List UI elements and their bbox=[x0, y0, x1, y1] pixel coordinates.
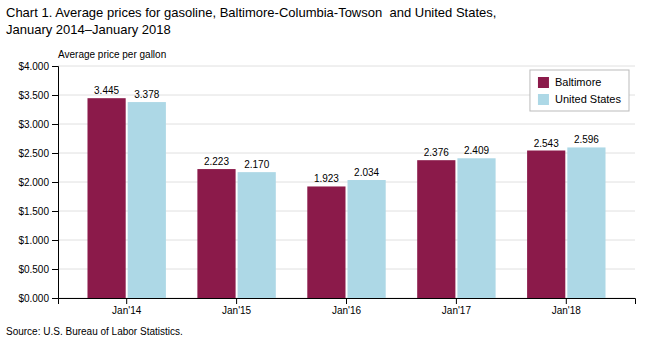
bar bbox=[417, 160, 455, 298]
x-tick: Jan'18 bbox=[552, 298, 582, 316]
data-label: 3.378 bbox=[134, 89, 159, 100]
data-label: 2.170 bbox=[244, 159, 269, 170]
x-tick-mark bbox=[456, 298, 457, 304]
bar bbox=[238, 172, 276, 298]
y-tick: $3.000 bbox=[18, 119, 58, 130]
x-tick-label: Jan'14 bbox=[112, 305, 142, 316]
y-tick-mark bbox=[52, 182, 58, 183]
y-axis: $0.000 $0.500 $1.000 $1.500 $2.000 $2.500 $3.0… bbox=[18, 61, 58, 304]
source: Source: U.S. Bureau of Labor Statistics. bbox=[6, 326, 183, 337]
data-label: 2.596 bbox=[574, 134, 599, 145]
data-label: 2.223 bbox=[204, 156, 229, 167]
y-tick-mark bbox=[52, 240, 58, 241]
y-tick-mark bbox=[52, 124, 58, 125]
y-tick-mark bbox=[52, 66, 58, 67]
y-tick: $0.000 bbox=[18, 293, 58, 304]
x-tick-mark bbox=[346, 298, 347, 304]
y-tick-label: $2.500 bbox=[18, 148, 49, 159]
y-tick: $3.500 bbox=[18, 90, 58, 101]
data-label: 2.034 bbox=[354, 167, 379, 178]
bar bbox=[457, 158, 495, 298]
y-tick: $4.000 bbox=[18, 61, 58, 72]
x-tick-label: Jan'18 bbox=[552, 305, 582, 316]
y-tick-label: $0.500 bbox=[18, 264, 49, 275]
y-tick-label: $0.000 bbox=[18, 293, 49, 304]
y-tick-mark bbox=[52, 153, 58, 154]
legend-label: United States bbox=[555, 93, 622, 105]
x-axis-line bbox=[59, 299, 636, 305]
y-tick-label: $1.500 bbox=[18, 206, 49, 217]
y-tick-label: $3.500 bbox=[18, 90, 49, 101]
legend-label: Baltimore bbox=[555, 76, 601, 88]
y-tick-label: $2.000 bbox=[18, 177, 49, 188]
subtitle: January 2014–January 2018 bbox=[6, 22, 171, 37]
x-tick-mark bbox=[566, 298, 567, 304]
bar bbox=[87, 98, 125, 298]
bars bbox=[87, 98, 605, 298]
x-tick: Jan'17 bbox=[442, 298, 472, 316]
grid-line bbox=[58, 66, 635, 67]
chart: Chart 1. Average prices for gasoline, Ba… bbox=[0, 0, 650, 340]
y-tick-label: $1.000 bbox=[18, 235, 49, 246]
legend: Baltimore United States bbox=[530, 70, 629, 111]
bar bbox=[197, 169, 235, 298]
bar bbox=[348, 180, 386, 298]
bar bbox=[567, 147, 605, 298]
x-tick-label: Jan'17 bbox=[442, 305, 472, 316]
data-label: 3.445 bbox=[94, 85, 119, 96]
legend-swatch bbox=[538, 94, 549, 105]
data-labels: 3.445 2.223 1.923 2.376 2.543 3.378 2.170 2.034… bbox=[94, 85, 599, 184]
legend-box bbox=[530, 70, 629, 111]
y-tick-label: $4.000 bbox=[18, 61, 49, 72]
x-tick: Jan'16 bbox=[332, 298, 362, 316]
y-tick: $1.000 bbox=[18, 235, 58, 246]
y-axis-line bbox=[52, 67, 59, 299]
bar bbox=[128, 102, 166, 298]
y-tick-mark bbox=[52, 298, 58, 299]
x-tick-mark bbox=[236, 298, 237, 304]
x-tick-label: Jan'16 bbox=[332, 305, 362, 316]
x-tick-mark bbox=[126, 298, 127, 304]
x-axis: Jan'14 Jan'15 Jan'16 Jan'17 Jan'18 bbox=[59, 298, 636, 316]
x-tick: Jan'15 bbox=[222, 298, 252, 316]
data-label: 1.923 bbox=[314, 173, 339, 184]
y-tick: $2.500 bbox=[18, 148, 58, 159]
data-label: 2.409 bbox=[464, 145, 489, 156]
grid bbox=[58, 66, 635, 298]
legend-swatch bbox=[538, 77, 549, 88]
y-tick-mark bbox=[52, 269, 58, 270]
x-tick-label: Jan'15 bbox=[222, 305, 252, 316]
y-axis-title: Average price per gallon bbox=[58, 49, 166, 60]
data-label: 2.543 bbox=[534, 138, 559, 149]
title: Chart 1. Average prices for gasoline, Ba… bbox=[6, 5, 496, 20]
y-tick: $0.500 bbox=[18, 264, 58, 275]
y-tick: $1.500 bbox=[18, 206, 58, 217]
y-tick: $2.000 bbox=[18, 177, 58, 188]
bar bbox=[527, 151, 565, 298]
data-label: 2.376 bbox=[424, 147, 449, 158]
y-tick-label: $3.000 bbox=[18, 119, 49, 130]
x-tick: Jan'14 bbox=[112, 298, 142, 316]
y-tick-mark bbox=[52, 95, 58, 96]
y-tick-mark bbox=[52, 211, 58, 212]
bar bbox=[307, 186, 345, 298]
